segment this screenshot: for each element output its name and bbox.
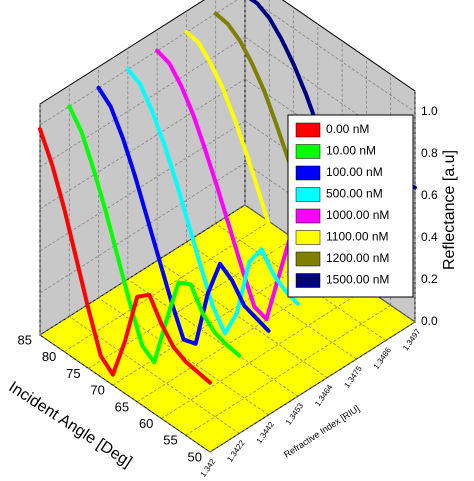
z-tick-label: 1.0 (421, 104, 438, 118)
legend-label: 1500.00 nM (326, 273, 389, 287)
legend-box (287, 114, 414, 298)
x-tick-label: 85 (18, 332, 32, 347)
grid-line (244, 204, 416, 323)
x-tick-label: 65 (115, 399, 129, 414)
series-line (38, 127, 212, 385)
legend-label: 10.00 nM (326, 144, 376, 158)
x-tick-label: 55 (163, 433, 177, 448)
grid-line (39, 204, 246, 336)
legend-swatch (295, 230, 321, 245)
grid-line (244, 204, 416, 323)
legend-label: 0.00 nM (326, 122, 369, 136)
z-axis-title: Reflectance [a.u] (441, 150, 458, 270)
y-tick-label: 1.3486 (372, 345, 394, 371)
grid-line (39, 162, 246, 294)
z-tick-label: 0.4 (421, 230, 438, 244)
grid-line (39, 0, 238, 126)
legend-swatch (295, 187, 321, 202)
x-axis-title: Incident Angle [Deg] (5, 379, 134, 471)
y-tick-label: 1.3497 (401, 327, 423, 353)
grid-line (39, 334, 211, 453)
legend-label: 1000.00 nM (326, 208, 389, 222)
z-tick-label: 0.0 (421, 314, 438, 328)
x-tick-label: 50 (188, 449, 202, 464)
legend-swatch (295, 251, 321, 267)
y-tick-label: 1.3453 (284, 401, 306, 427)
series-line (96, 85, 271, 346)
series-line (125, 67, 300, 336)
grid-line (69, 316, 240, 434)
legend-swatch (295, 144, 321, 159)
y-tick-label: 1.3464 (313, 382, 335, 408)
grid-line (209, 321, 416, 453)
grid-line (161, 288, 367, 419)
legend-swatch (295, 208, 321, 224)
grid-line (156, 260, 328, 379)
x-tick-label: 75 (66, 366, 80, 381)
grid-line (39, 78, 246, 210)
z-tick-label: 0.6 (421, 188, 438, 202)
grid-line (251, 0, 416, 113)
grid-line (39, 36, 246, 168)
y-tick-label: 1.3422 (225, 438, 247, 464)
legend-label: 500.00 nM (326, 187, 383, 201)
grid-line (39, 120, 246, 252)
grid-line (127, 278, 299, 397)
legend-swatch (295, 273, 321, 288)
grid-line (215, 223, 386, 341)
legend-swatch (295, 165, 321, 181)
z-tick-label: 0.8 (421, 146, 438, 160)
legend-label: 1100.00 nM (326, 230, 389, 244)
y-tick-label: 1.3442 (255, 420, 277, 446)
x-tick-label: 70 (90, 383, 104, 398)
x-tick-label: 60 (139, 416, 153, 431)
x-tick-label: 80 (42, 349, 56, 364)
legend-swatch (295, 122, 321, 138)
legend-label: 1200.00 nM (326, 251, 389, 265)
series-line (67, 104, 242, 365)
grid-line (98, 297, 269, 416)
grid-line (185, 304, 391, 436)
legend-label: 100.00 nM (326, 165, 383, 179)
grid-line (186, 241, 357, 360)
z-tick-label: 0.2 (421, 272, 438, 286)
y-tick-label: 1.3475 (342, 364, 364, 390)
legend: 0.00 nM 10.00 nM 100.00 nM 500.00 nM 1000.00… (287, 114, 414, 298)
